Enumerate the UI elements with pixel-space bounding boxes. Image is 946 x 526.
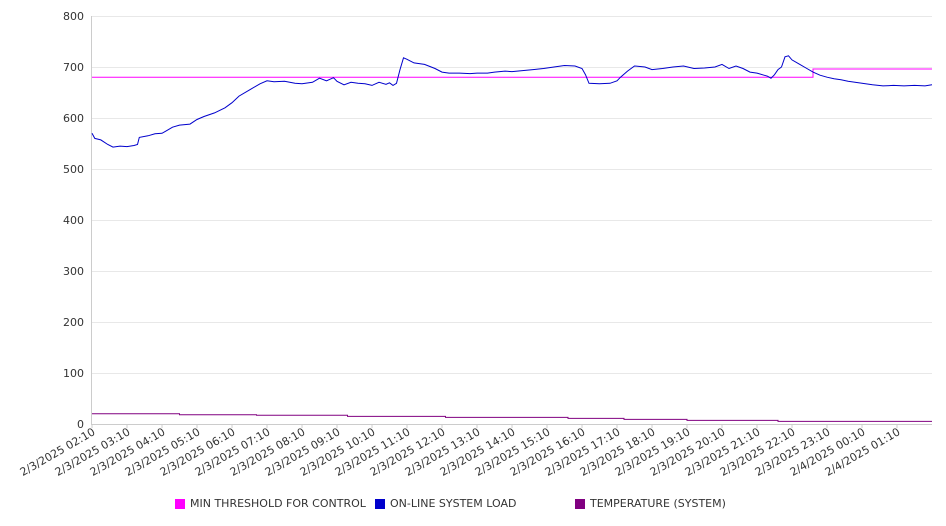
legend-label-system-load: ON-LINE SYSTEM LOAD [390,497,517,510]
y-tick-labels: 0 100 200 300 400 500 600 700 800 [63,10,84,431]
series-lines [91,55,933,422]
legend-label-temperature: TEMPERATURE (SYSTEM) [590,497,726,510]
y-tick-label: 0 [77,418,84,431]
legend-item-temperature[interactable]: TEMPERATURE (SYSTEM) [575,497,726,510]
legend: MIN THRESHOLD FOR CONTROL ON-LINE SYSTEM… [0,497,946,515]
legend-item-system-load[interactable]: ON-LINE SYSTEM LOAD [375,497,516,510]
y-tick-label: 600 [63,112,84,125]
legend-swatch-min-threshold [175,498,185,509]
y-tick-label: 100 [63,367,84,380]
legend-label-min-threshold: MIN THRESHOLD FOR CONTROL [190,497,366,510]
y-tick-label: 300 [63,265,84,278]
legend-swatch-temperature [575,498,585,509]
legend-item-min-threshold[interactable]: MIN THRESHOLD FOR CONTROL [175,497,366,510]
series-line-min-threshold [92,68,932,78]
y-tick-label: 400 [63,214,84,227]
x-tick-labels: 2/3/2025 02:102/3/2025 03:102/3/2025 04:… [18,424,903,479]
y-tick-label: 500 [63,163,84,176]
y-tick-label: 800 [63,10,84,23]
y-tick-label: 200 [63,316,84,329]
series-line-system-load [91,55,933,148]
y-tick-label: 700 [63,61,84,74]
legend-swatch-system-load [375,498,385,509]
series-line-temperature [92,413,932,422]
grid-lines [92,16,932,374]
